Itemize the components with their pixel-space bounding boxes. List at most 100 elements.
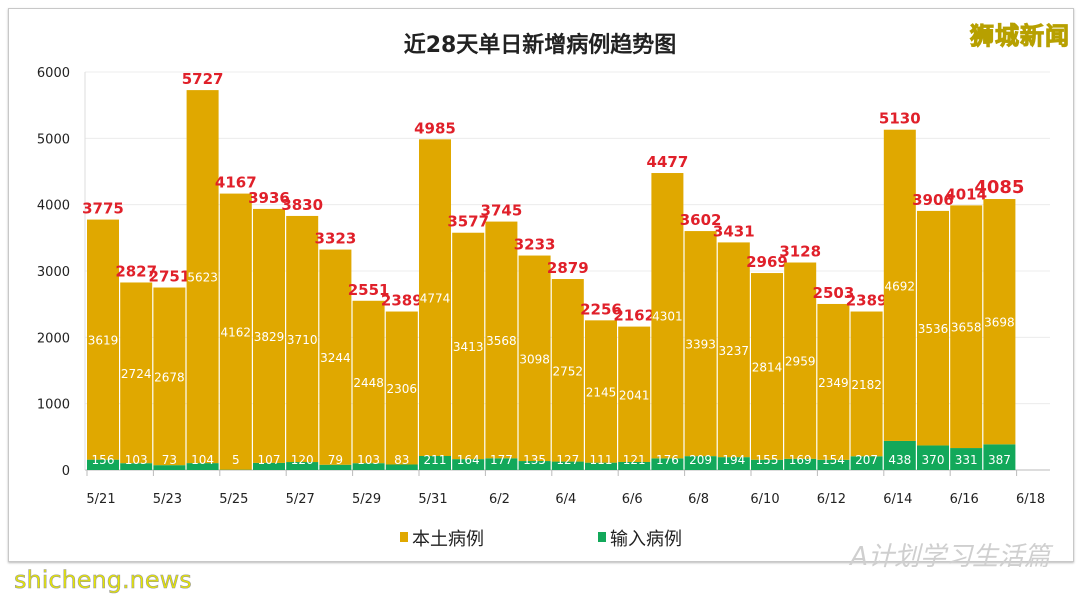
bar-imported-label: 156 (92, 453, 115, 467)
bar-local (153, 287, 186, 466)
y-tick-label: 4000 (37, 199, 70, 214)
x-tick-label: 6/4 (555, 492, 576, 507)
bar-imported-label: 5 (232, 453, 240, 467)
bar-local-label: 3413 (453, 340, 484, 354)
bar-imported (883, 440, 916, 470)
bar-local-label: 4692 (885, 279, 916, 293)
bar-imported-label: 211 (424, 453, 447, 467)
bar-imported (518, 461, 551, 470)
bar-local (253, 208, 285, 463)
bar-local (452, 232, 485, 460)
bar-imported-label: 207 (855, 453, 878, 467)
bar-local (551, 279, 584, 462)
bar-local-label: 2182 (851, 378, 882, 392)
bar-imported-label: 120 (291, 453, 314, 467)
bar-imported (817, 459, 850, 470)
bar-local (618, 326, 651, 462)
bar-total-label: 3128 (779, 243, 821, 261)
bar-local (917, 210, 949, 446)
bar-local (983, 199, 1016, 445)
bar-total-label: 5727 (182, 70, 224, 88)
bar-total-label: 2551 (348, 281, 390, 299)
bar-total-label: 4477 (647, 153, 689, 171)
bar-local-label: 2145 (586, 385, 617, 399)
bar-imported-label: 438 (888, 453, 911, 467)
x-tick-label: 6/12 (817, 492, 846, 507)
x-tick-label: 5/27 (286, 492, 315, 507)
y-tick-label: 5000 (37, 132, 70, 147)
bar-total-label: 2256 (580, 300, 622, 318)
bar-local-label: 4774 (420, 292, 451, 306)
y-tick-label: 3000 (37, 265, 70, 280)
bar-total-label: 5130 (879, 110, 921, 128)
bar-local-label: 3098 (519, 352, 550, 366)
bar-local-label: 2678 (154, 370, 185, 384)
bar-total-label: 3936 (248, 189, 290, 207)
bar-imported (917, 445, 949, 470)
bar-local-label: 2752 (553, 364, 584, 378)
bar-local-label: 3237 (719, 344, 750, 358)
bar-total-label: 2389 (381, 292, 423, 310)
bar-local-label: 2448 (353, 376, 384, 390)
bar-total-label: 3323 (315, 230, 357, 248)
bar-local-label: 2724 (121, 367, 152, 381)
bar-imported (120, 463, 153, 470)
bar-local-label: 3698 (984, 316, 1015, 330)
bar-imported-label: 176 (656, 453, 679, 467)
bar-local (286, 215, 319, 463)
bar-imported-label: 107 (258, 453, 281, 467)
bar-total-label: 2879 (547, 259, 589, 277)
bar-imported-label: 209 (689, 453, 712, 467)
y-tick-label: 1000 (37, 398, 70, 413)
bar-total-label: 4167 (215, 174, 257, 192)
bar-local-label: 4301 (652, 310, 683, 324)
bar-imported (751, 459, 783, 470)
legend-swatch (598, 532, 606, 542)
bar-total-label: 4085 (974, 177, 1024, 198)
bar-imported-label: 135 (523, 453, 546, 467)
watermark: A计划学习生活篇 (850, 542, 1050, 572)
bar-imported (950, 448, 983, 470)
bar-imported (983, 444, 1016, 470)
bar-total-label: 2503 (813, 284, 855, 302)
bar-total-label: 3775 (82, 200, 124, 218)
bar-imported (153, 465, 186, 470)
bar-imported (850, 456, 883, 470)
bar-local (518, 255, 551, 462)
bar-total-label: 3577 (447, 213, 489, 231)
bar-local (219, 193, 252, 470)
bar-imported (419, 456, 451, 470)
bar-total-label: 2389 (846, 292, 888, 310)
bar-imported (651, 458, 684, 470)
bar-imported-label: 83 (394, 453, 409, 467)
bar-local (319, 249, 352, 465)
x-tick-label: 5/23 (153, 492, 182, 507)
bar-local-label: 3658 (951, 321, 982, 335)
bar-imported-label: 127 (556, 453, 579, 467)
bar-local-label: 3244 (320, 351, 351, 365)
bar-local (784, 262, 817, 459)
x-tick-label: 6/8 (688, 492, 709, 507)
bar-local (950, 205, 983, 449)
bar-imported (319, 464, 352, 470)
bar-local (419, 139, 451, 457)
bar-imported-label: 155 (756, 453, 779, 467)
bar-local (352, 300, 385, 464)
bar-local-label: 2041 (619, 388, 650, 402)
x-tick-label: 6/10 (750, 492, 779, 507)
bar-imported (286, 462, 319, 470)
x-tick-label: 6/18 (1016, 492, 1045, 507)
x-tick-label: 6/6 (622, 492, 643, 507)
bar-local (87, 219, 119, 460)
logo: 狮城新闻 (970, 22, 1070, 51)
bar-imported-label: 103 (125, 453, 148, 467)
bar-imported-label: 169 (789, 453, 812, 467)
bar-imported-label: 164 (457, 453, 480, 467)
bar-local (850, 311, 883, 457)
bar-local-label: 3829 (254, 330, 285, 344)
bar-local-label: 2814 (752, 360, 783, 374)
bar-local-label: 2306 (387, 382, 418, 396)
chart-title: 近28天单日新增病例趋势图 (404, 32, 677, 58)
bar-imported-label: 154 (822, 453, 845, 467)
